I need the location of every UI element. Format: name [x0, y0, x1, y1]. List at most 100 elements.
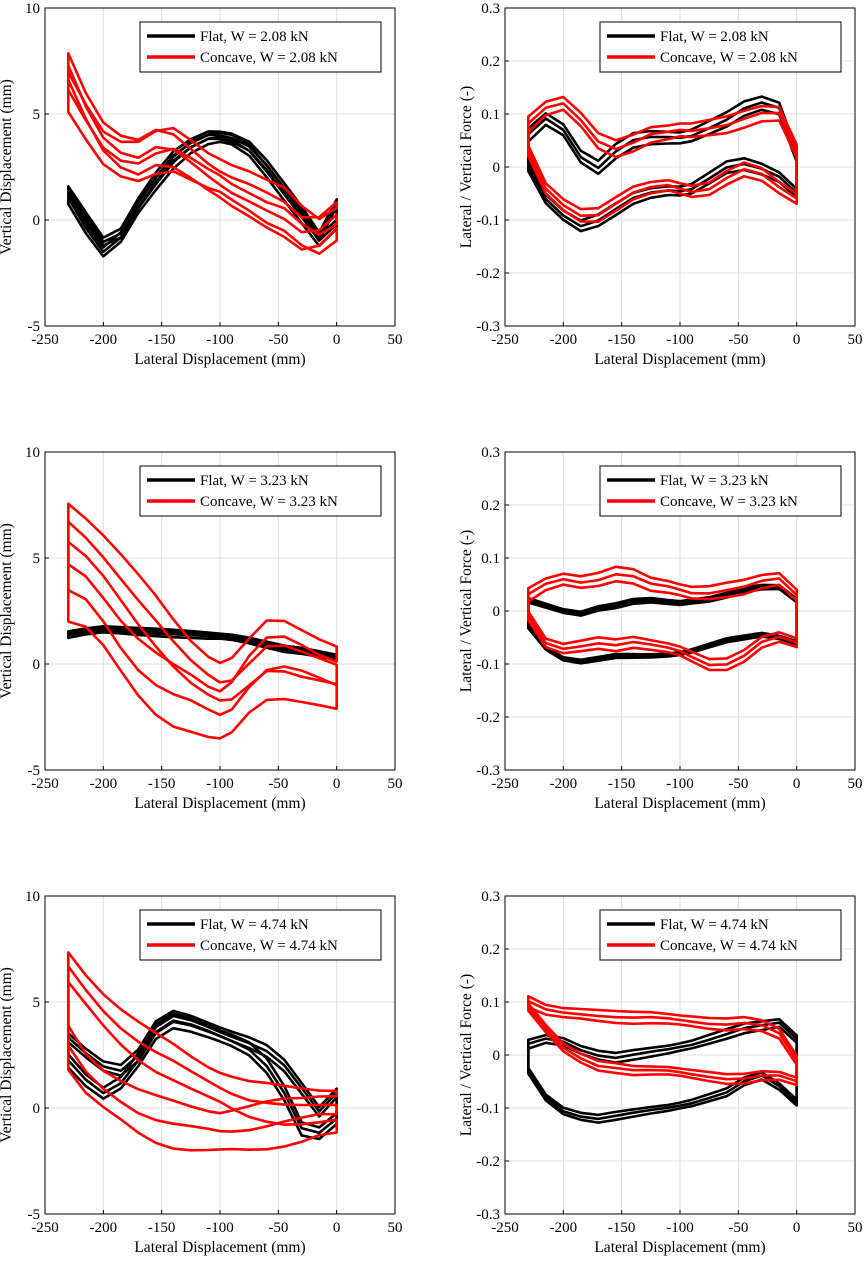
x-tick-label: -50: [728, 776, 748, 792]
y-tick-label: -5: [28, 319, 41, 335]
x-tick-label: -100: [666, 776, 694, 792]
y-axis-label: Vertical Displacement (mm): [0, 523, 15, 699]
x-tick-label: -250: [491, 1220, 519, 1236]
series-flat-loop: [527, 1017, 798, 1117]
x-tick-label: -250: [491, 776, 519, 792]
x-tick-label: 0: [793, 776, 801, 792]
x-tick-label: -150: [148, 776, 176, 792]
x-tick-label: -150: [608, 1220, 636, 1236]
series-group: [67, 52, 338, 258]
series-concave-loop: [67, 951, 338, 1115]
y-tick-label: -0.1: [476, 1101, 500, 1117]
legend-label-concave: Concave, W = 4.74 kN: [660, 938, 798, 954]
series-concave-loop: [527, 1006, 798, 1087]
y-tick-label: 0.1: [481, 995, 500, 1011]
y-tick-label: -5: [28, 763, 41, 779]
series-concave-loop: [527, 579, 798, 672]
x-tick-label: -200: [550, 776, 578, 792]
y-tick-label: 10: [25, 1, 40, 17]
series-group: [67, 951, 338, 1152]
series-group: [527, 565, 798, 672]
legend-label-concave: Concave, W = 3.23 kN: [660, 494, 798, 510]
series-concave-loop: [67, 980, 338, 1152]
y-tick-label: -0.3: [476, 1207, 500, 1223]
x-tick-label: -200: [550, 332, 578, 348]
series-group: [527, 995, 798, 1124]
y-tick-label: 0: [493, 604, 501, 620]
legend-label-flat: Flat, W = 3.23 kN: [660, 473, 769, 489]
y-tick-label: 0.1: [481, 551, 500, 567]
y-tick-label: 5: [33, 551, 41, 567]
x-tick-label: 50: [848, 776, 863, 792]
x-tick-label: 0: [793, 332, 801, 348]
x-tick-label: -200: [90, 1220, 118, 1236]
series-flat-loop: [67, 1009, 338, 1129]
legend: Flat, W = 2.08 kN Concave, W = 2.08 kN: [139, 21, 382, 73]
legend-box: [139, 465, 382, 517]
series-concave-loop: [67, 502, 338, 693]
x-tick-label: 0: [333, 332, 341, 348]
x-tick-label: 50: [848, 332, 863, 348]
x-axis-label: Lateral Displacement (mm): [134, 795, 305, 812]
y-axis-label: Vertical Displacement (mm): [0, 967, 15, 1143]
legend: Flat, W = 3.23 kN Concave, W = 3.23 kN: [599, 465, 842, 517]
series-flat-loop: [527, 1025, 798, 1124]
x-tick-label: -150: [608, 776, 636, 792]
legend: Flat, W = 2.08 kN Concave, W = 2.08 kN: [599, 21, 842, 73]
x-tick-label: 50: [388, 776, 403, 792]
y-tick-label: 5: [33, 107, 41, 123]
series-concave-loop: [527, 95, 798, 211]
x-tick-label: 50: [388, 332, 403, 348]
legend-box: [599, 465, 842, 517]
legend-label-flat: Flat, W = 2.08 kN: [660, 29, 769, 45]
legend-label-flat: Flat, W = 2.08 kN: [200, 29, 309, 45]
y-tick-label: 0: [493, 1048, 501, 1064]
series-concave-loop: [527, 999, 798, 1083]
series-concave-loop: [67, 78, 338, 255]
x-tick-label: -50: [268, 332, 288, 348]
legend-label-concave: Concave, W = 2.08 kN: [200, 50, 338, 66]
y-tick-label: -5: [28, 1207, 41, 1223]
x-tick-label: -50: [728, 1220, 748, 1236]
x-tick-label: -250: [31, 1220, 59, 1236]
y-tick-label: -0.3: [476, 763, 500, 779]
x-tick-label: -150: [148, 332, 176, 348]
x-tick-label: -100: [666, 1220, 694, 1236]
y-tick-label: 0.3: [481, 889, 500, 905]
y-tick-label: -0.2: [476, 1154, 500, 1170]
y-axis-label: Lateral / Vertical Force (-): [458, 86, 475, 248]
x-tick-label: 50: [848, 1220, 863, 1236]
y-axis-label: Lateral / Vertical Force (-): [458, 974, 475, 1136]
series-concave-loop: [67, 520, 338, 717]
x-tick-label: -250: [31, 332, 59, 348]
y-tick-label: 0: [33, 1101, 41, 1117]
legend-box: [139, 21, 382, 73]
y-tick-label: -0.1: [476, 657, 500, 673]
x-tick-label: -250: [31, 776, 59, 792]
y-tick-label: -0.3: [476, 319, 500, 335]
y-tick-label: -0.2: [476, 710, 500, 726]
y-tick-label: -0.2: [476, 266, 500, 282]
series-group: [67, 502, 338, 740]
x-tick-label: 0: [793, 1220, 801, 1236]
legend-label-concave: Concave, W = 4.74 kN: [200, 938, 338, 954]
y-tick-label: 0.1: [481, 107, 500, 123]
x-tick-label: -250: [491, 332, 519, 348]
x-tick-label: -50: [728, 332, 748, 348]
x-tick-label: -100: [206, 776, 234, 792]
x-axis-label: Lateral Displacement (mm): [594, 1239, 765, 1256]
y-tick-label: 0.3: [481, 445, 500, 461]
y-tick-label: 0.2: [481, 942, 500, 958]
x-tick-label: -150: [148, 1220, 176, 1236]
series-concave-loop: [527, 565, 798, 661]
y-tick-label: 0: [33, 657, 41, 673]
y-axis-label: Lateral / Vertical Force (-): [458, 530, 475, 692]
legend-label-concave: Concave, W = 2.08 kN: [660, 50, 798, 66]
series-concave-loop: [67, 64, 338, 236]
x-tick-label: -200: [90, 332, 118, 348]
x-tick-label: -100: [206, 1220, 234, 1236]
x-tick-label: -50: [268, 776, 288, 792]
